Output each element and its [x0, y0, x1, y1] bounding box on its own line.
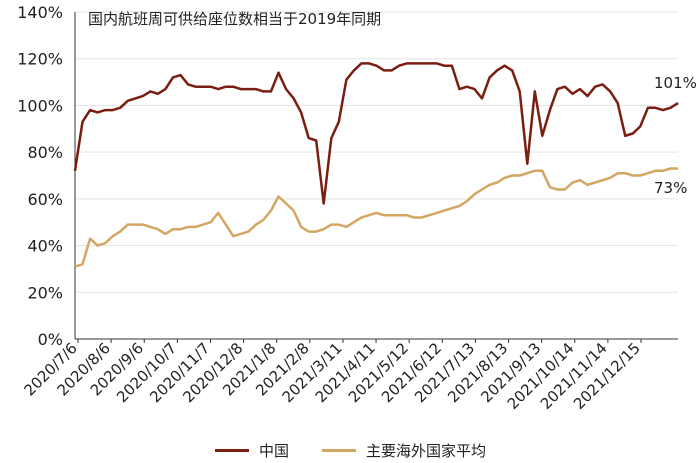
- x-axis: 2020/7/62020/8/62020/9/62020/10/72020/11…: [20, 338, 678, 413]
- legend-label-overseas: 主要海外国家平均: [366, 442, 487, 460]
- y-tick-label: 120%: [17, 50, 63, 69]
- legend-swatch-overseas: [322, 449, 356, 452]
- legend-label-china: 中国: [259, 442, 290, 460]
- y-axis: 0% 20% 40% 60% 80% 100% 120% 140%: [17, 3, 76, 349]
- series-line-china: [73, 62, 679, 205]
- y-tick-label: 20%: [27, 283, 63, 302]
- y-tick-label: 140%: [17, 3, 63, 22]
- chart-title: 国内航班周可供给座位数相当于2019年同期: [88, 10, 381, 28]
- gridlines: [75, 11, 678, 293]
- legend-item-china: 中国: [215, 440, 289, 461]
- series-line-overseas: [74, 167, 678, 268]
- legend-swatch-china: [215, 449, 249, 452]
- y-tick-label: 100%: [17, 96, 63, 115]
- y-tick-label: 60%: [27, 190, 63, 209]
- y-tick-label: 0%: [38, 330, 63, 349]
- y-tick-label: 40%: [27, 237, 63, 256]
- y-tick-label: 80%: [27, 143, 63, 162]
- legend-item-overseas: 主要海外国家平均: [322, 440, 486, 461]
- end-label-china: 101%: [654, 74, 697, 92]
- end-label-overseas: 73%: [654, 179, 687, 197]
- legend: 中国 主要海外国家平均: [0, 440, 700, 462]
- series-lines: [73, 62, 679, 268]
